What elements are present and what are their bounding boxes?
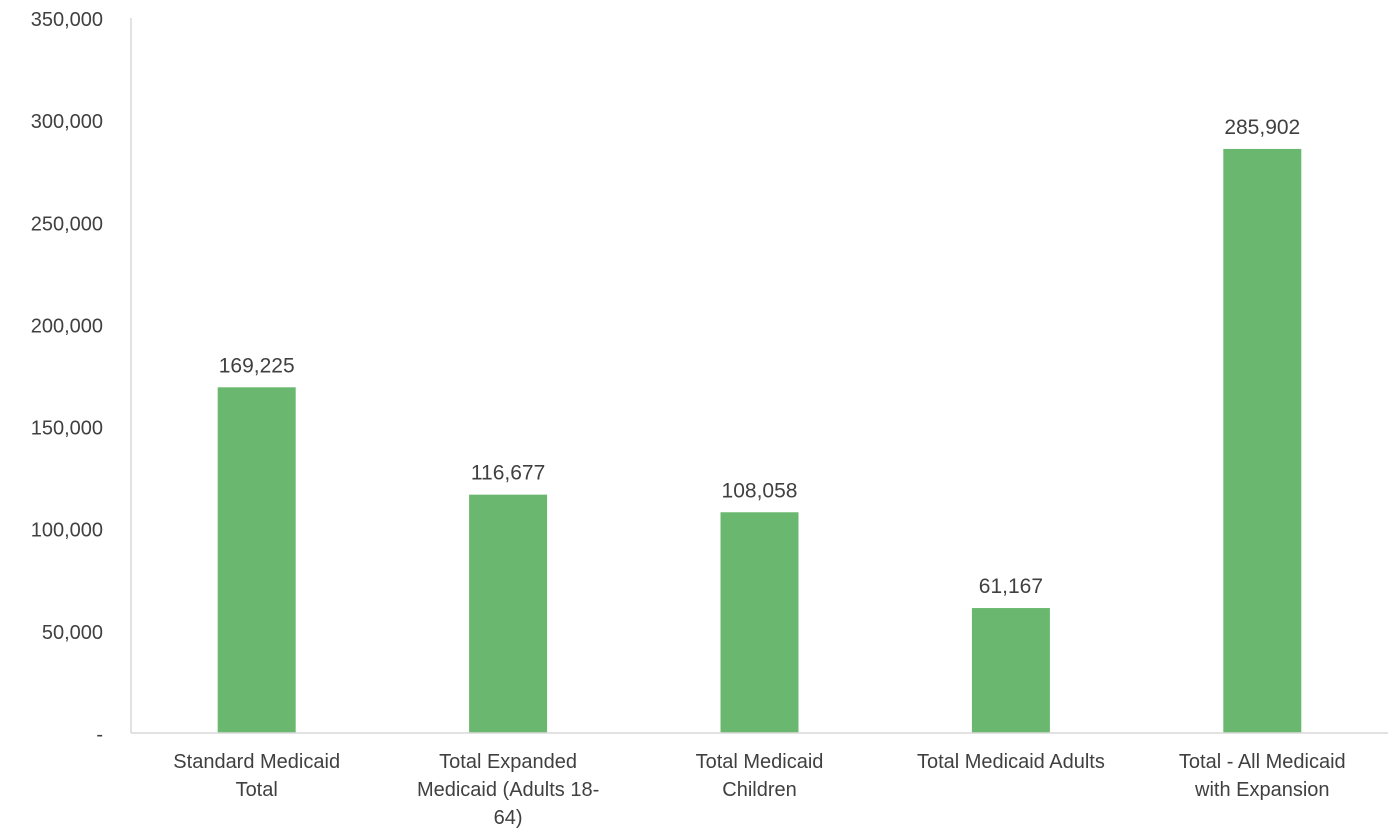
x-axis-ticks: Standard Medicaid Total Total Expanded Medi… bbox=[173, 751, 1345, 829]
y-tick-label: - bbox=[96, 724, 103, 746]
x-tick-label-line: Medicaid (Adults 18- bbox=[417, 779, 599, 801]
x-tick-label-line: Children bbox=[722, 779, 796, 801]
x-tick-label-line: Total Expanded bbox=[439, 751, 577, 773]
bar bbox=[971, 608, 1050, 733]
x-tick-label: Total Medicaid Adults bbox=[917, 751, 1105, 773]
x-tick-label-line: with Expansion bbox=[1194, 779, 1330, 801]
x-tick-label-line: Total bbox=[236, 779, 278, 801]
y-axis-ticks: - 50,000 100,000 150,000 200,000 250,000 300,0… bbox=[31, 9, 103, 746]
data-label: 108,058 bbox=[722, 479, 798, 502]
y-tick-label: 150,000 bbox=[31, 418, 103, 440]
y-tick-label: 300,000 bbox=[31, 111, 103, 133]
x-tick-label-line: 64) bbox=[494, 807, 523, 829]
data-label: 169,225 bbox=[219, 354, 295, 377]
data-label: 285,902 bbox=[1224, 116, 1300, 139]
y-tick-label: 100,000 bbox=[31, 520, 103, 542]
bars-group bbox=[217, 148, 1302, 733]
y-tick-label: 50,000 bbox=[42, 622, 103, 644]
x-tick-label: Standard Medicaid Total bbox=[173, 751, 340, 801]
data-labels-group: 169,225 116,677 108,058 61,167 285,902 bbox=[219, 116, 1301, 598]
bar bbox=[720, 512, 799, 733]
bar bbox=[1223, 148, 1302, 733]
data-label: 116,677 bbox=[471, 462, 545, 485]
x-tick-label: Total Medicaid Children bbox=[696, 751, 824, 801]
bar bbox=[469, 494, 548, 733]
x-tick-label: Total Expanded Medicaid (Adults 18- 64) bbox=[417, 751, 599, 829]
x-tick-label: Total - All Medicaid with Expansion bbox=[1179, 751, 1346, 801]
data-label: 61,167 bbox=[979, 575, 1043, 598]
y-tick-label: 250,000 bbox=[31, 213, 103, 235]
y-tick-label: 200,000 bbox=[31, 315, 103, 337]
x-tick-label-line: Total Medicaid Adults bbox=[917, 751, 1105, 773]
x-tick-label-line: Total Medicaid bbox=[696, 751, 824, 773]
bar bbox=[217, 387, 296, 733]
y-tick-label: 350,000 bbox=[31, 9, 103, 31]
x-tick-label-line: Total - All Medicaid bbox=[1179, 751, 1346, 773]
x-tick-label-line: Standard Medicaid bbox=[173, 751, 340, 773]
